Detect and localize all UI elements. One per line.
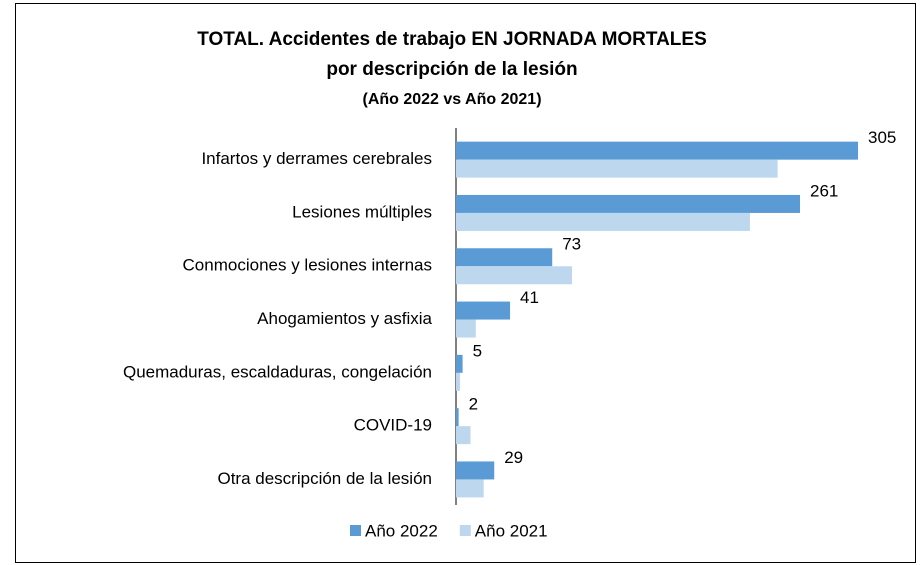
- bar: [456, 301, 511, 320]
- bar: [456, 408, 459, 427]
- chart-subtitle: (Año 2022 vs Año 2021): [362, 91, 541, 108]
- bar: [456, 319, 476, 338]
- y-tick-label: COVID-19: [354, 416, 432, 435]
- bar: [456, 354, 463, 373]
- chart-title: por descripción de la lesión: [326, 59, 577, 80]
- data-label: 305: [868, 128, 896, 147]
- data-label: 261: [810, 181, 838, 200]
- bar: [456, 141, 858, 160]
- legend-label: Año 2021: [475, 521, 548, 540]
- legend-swatch: [350, 525, 361, 536]
- data-label: 29: [504, 448, 523, 467]
- bar: [456, 266, 572, 285]
- y-tick-label: Lesiones múltiples: [292, 202, 432, 221]
- data-label: 41: [520, 288, 539, 307]
- y-tick-label: Ahogamientos y asfixia: [257, 309, 432, 328]
- bar: [456, 194, 801, 213]
- y-tick-label: Infartos y derrames cerebrales: [201, 149, 432, 168]
- data-label: 2: [469, 395, 478, 414]
- data-label: 73: [562, 235, 581, 254]
- y-tick-label: Quemaduras, escaldaduras, congelación: [123, 362, 432, 381]
- bar: [456, 479, 484, 498]
- chart-title: TOTAL. Accidentes de trabajo EN JORNADA …: [197, 29, 707, 50]
- bar: [456, 212, 750, 231]
- legend-swatch: [459, 525, 471, 536]
- y-tick-label: Conmociones y lesiones internas: [183, 256, 432, 275]
- y-tick-label: Otra descripción de la lesión: [217, 469, 432, 488]
- data-label: 5: [473, 341, 482, 360]
- bar: [456, 159, 778, 178]
- bar: [456, 248, 553, 267]
- bar: [456, 461, 495, 480]
- bar: [456, 372, 460, 391]
- legend-label: Año 2022: [365, 521, 438, 540]
- bar: [456, 426, 471, 445]
